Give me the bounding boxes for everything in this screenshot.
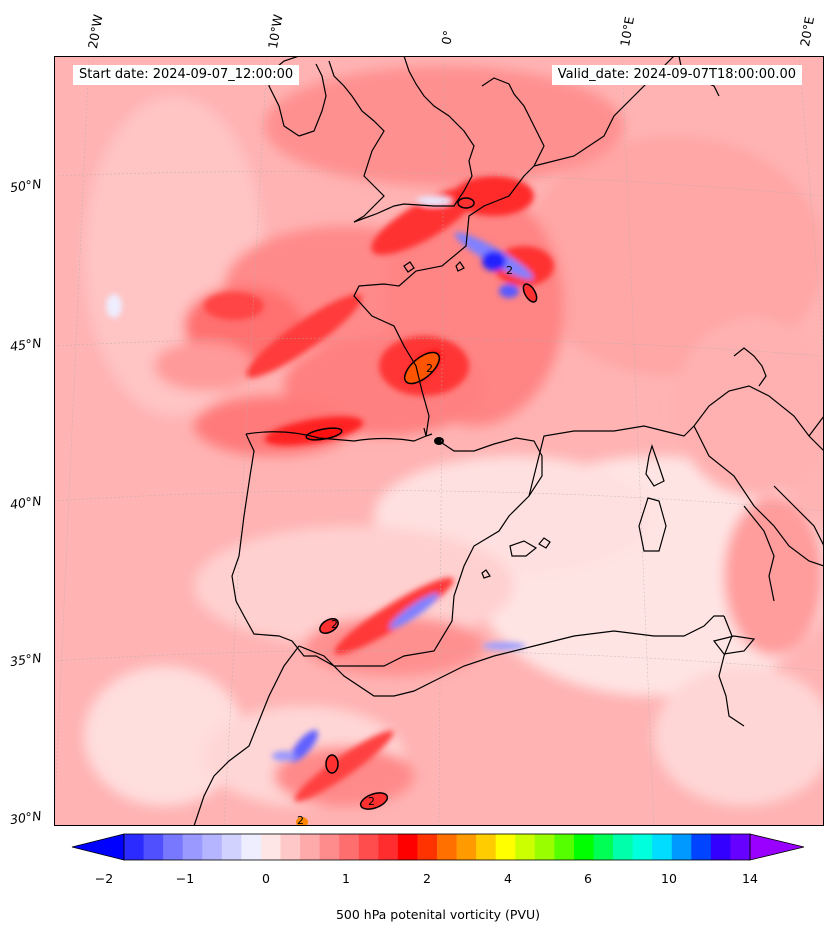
colorbar-segment: [300, 834, 321, 860]
lat-label-35n: 35°N: [9, 649, 43, 670]
valid-date-label: Valid_date: 2024-09-07T18:00:00.00: [551, 65, 802, 85]
colorbar-segment: [495, 834, 516, 860]
colorbar-segment: [515, 834, 536, 860]
colorbar-tick: −1: [175, 871, 195, 886]
colorbar-segment: [476, 834, 497, 860]
colorbar-segment: [397, 834, 418, 860]
colorbar-tick: 4: [504, 871, 512, 886]
graticule: [54, 56, 824, 826]
colorbar-segment: [456, 834, 477, 860]
colorbar-tick: 1: [342, 871, 350, 886]
contour-label: 2: [506, 264, 513, 277]
contour-label: 2: [368, 795, 375, 808]
map-canvas: 2 2 2 2 2: [54, 56, 824, 826]
colorbar-segment: [730, 834, 751, 860]
colorbar-segment: [182, 834, 203, 860]
contour-label: 2: [331, 618, 338, 631]
colorbar-tick: −2: [94, 871, 114, 886]
colorbar-segment: [143, 834, 164, 860]
colorbar-extend-max: [749, 833, 805, 861]
lat-label-30n: 30°N: [9, 807, 43, 828]
colorbar-segment: [613, 834, 634, 860]
lat-label-40n: 40°N: [9, 492, 43, 513]
colorbar-tick: 2: [423, 871, 431, 886]
coastlines: [193, 56, 824, 826]
colorbar: [71, 833, 805, 861]
colorbar-segment: [358, 834, 379, 860]
colorbar-tick: 10: [661, 871, 677, 886]
lon-label-10e: 10°E: [617, 15, 638, 48]
colorbar-segment: [124, 834, 145, 860]
colorbar-segment: [241, 834, 262, 860]
colorbar-segment: [573, 834, 594, 860]
lon-label-10w: 10°W: [264, 13, 286, 50]
contour-labels: 2 2 2 2 2: [297, 264, 513, 826]
colorbar-segment: [378, 834, 399, 860]
pv-map: 2 2 2 2 2: [54, 56, 824, 826]
colorbar-label: 500 hPa potenital vorticity (PVU): [335, 907, 541, 922]
colorbar-segment: [671, 834, 692, 860]
colorbar-frame: [123, 833, 751, 861]
colorbar-segment: [534, 834, 555, 860]
lon-label-0: 0°: [438, 29, 456, 46]
map-frame: [54, 56, 824, 826]
contour-label: 2: [426, 362, 433, 375]
colorbar-segment: [280, 834, 301, 860]
colorbar-segment: [437, 834, 458, 860]
colorbar-extend-min: [71, 833, 125, 861]
colorbar-segment: [710, 834, 731, 860]
lat-label-50n: 50°N: [9, 175, 43, 196]
colorbar-segment: [593, 834, 614, 860]
colorbar-segment: [260, 834, 281, 860]
start-date-label: Start date: 2024-09-07_12:00:00: [73, 65, 300, 85]
lon-label-20e: 20°E: [797, 15, 818, 48]
colorbar-tick: 6: [584, 871, 592, 886]
colorbar-segment: [163, 834, 184, 860]
colorbar-segment: [417, 834, 438, 860]
colorbar-tick: 14: [742, 871, 758, 886]
lat-label-45n: 45°N: [9, 334, 43, 355]
contour-label: 2: [297, 814, 304, 826]
colorbar-segment: [632, 834, 653, 860]
colorbar-tick: 0: [262, 871, 270, 886]
colorbar-segment: [554, 834, 575, 860]
colorbar-segment: [221, 834, 242, 860]
pv-field-sharp: [106, 176, 554, 802]
colorbar-segment: [339, 834, 360, 860]
lon-label-20w: 20°W: [84, 13, 106, 50]
colorbar-segment: [691, 834, 712, 860]
colorbar-segment: [652, 834, 673, 860]
colorbar-segment: [202, 834, 223, 860]
colorbar-segment: [319, 834, 340, 860]
